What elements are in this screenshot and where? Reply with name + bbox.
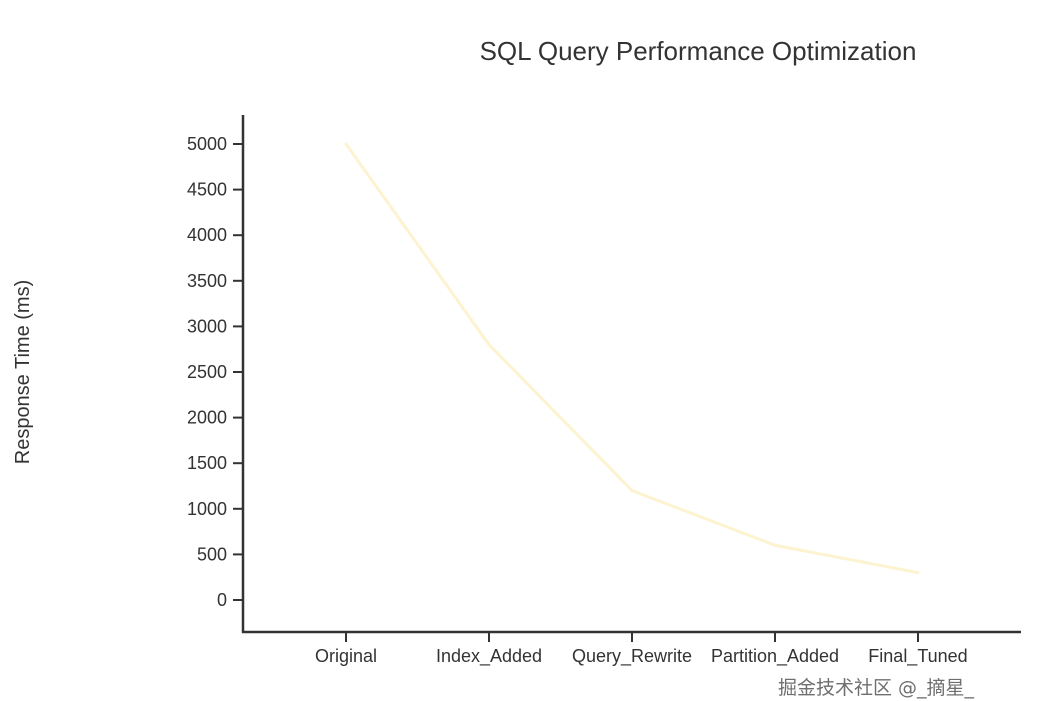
y-tick-label: 2500 [187, 362, 227, 382]
data-point [487, 343, 491, 347]
y-tick-label: 4500 [187, 180, 227, 200]
chart-title: SQL Query Performance Optimization [480, 36, 917, 66]
series-line [344, 143, 919, 575]
y-tick-label: 3500 [187, 271, 227, 291]
y-axis-label: Response Time (ms) [12, 280, 34, 465]
data-point [773, 543, 777, 547]
y-tick-label: 500 [197, 544, 227, 564]
y-tick-label: 1000 [187, 499, 227, 519]
x-tick-label: Index_Added [436, 646, 542, 667]
y-tick-label: 0 [217, 590, 227, 610]
y-tick-label: 5000 [187, 134, 227, 154]
watermark: 掘金技术社区 @_摘星_ [778, 677, 975, 699]
y-tick-label: 3000 [187, 316, 227, 336]
x-tick-label: Original [315, 646, 377, 666]
x-tick-label: Partition_Added [711, 646, 839, 667]
x-tick-label: Final_Tuned [868, 646, 967, 667]
data-point [344, 142, 348, 146]
data-point [630, 489, 634, 493]
data-point [916, 571, 920, 575]
x-tick-label: Query_Rewrite [572, 646, 692, 667]
y-tick-label: 4000 [187, 225, 227, 245]
y-tick-label: 2000 [187, 408, 227, 428]
y-tick-label: 1500 [187, 453, 227, 473]
